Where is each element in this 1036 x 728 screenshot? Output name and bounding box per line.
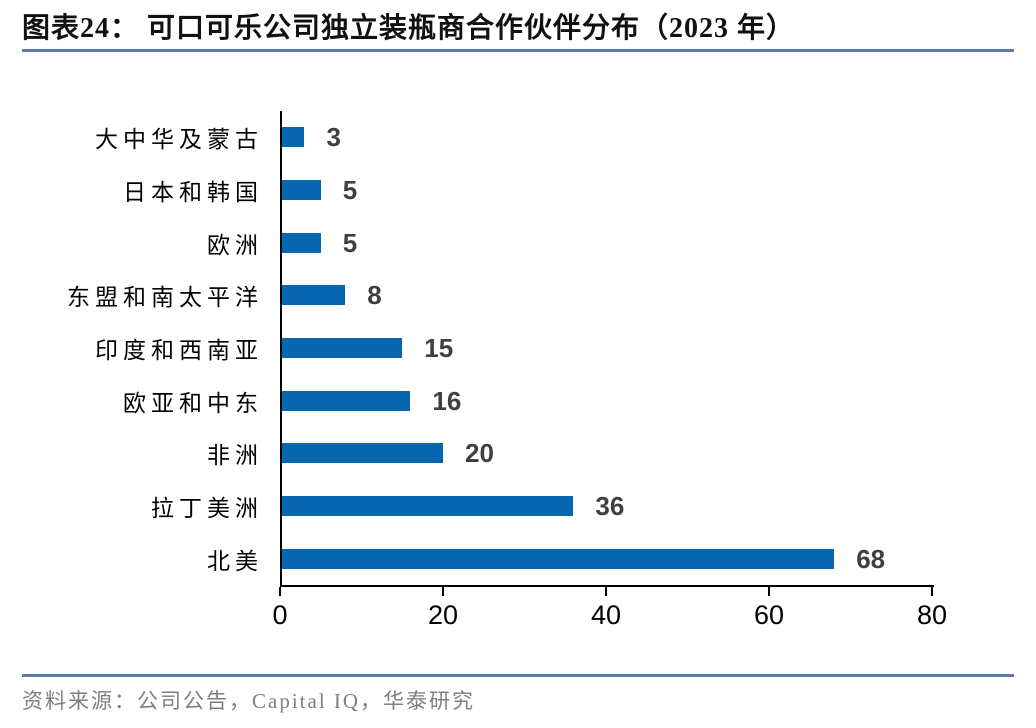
bar — [280, 443, 443, 464]
plot-cell: 5 — [280, 216, 932, 269]
value-label: 36 — [595, 491, 625, 522]
category-label: 欧洲 — [207, 232, 263, 258]
value-label: 20 — [465, 438, 494, 469]
bar-chart: 大中华及蒙古 3 日本和韩国 5 欧洲 5 东盟和南太平洋 8 印度和西南亚 15 欧亚和中东 16 非… — [22, 111, 947, 656]
category-label: 欧亚和中东 — [123, 390, 263, 416]
x-axis-tick-mark — [605, 587, 607, 596]
category-label: 北美 — [207, 548, 263, 574]
bar-row: 非洲 20 — [22, 427, 932, 480]
title-rule — [22, 49, 1014, 52]
plot-cell: 15 — [280, 322, 932, 375]
figure-number-label: 图表24： — [22, 13, 140, 44]
x-axis-line — [280, 585, 934, 587]
category-label: 非洲 — [207, 443, 263, 469]
value-label: 68 — [856, 543, 886, 574]
bar-row: 拉丁美洲 36 — [22, 480, 932, 533]
y-axis-line — [280, 111, 282, 587]
x-axis-ticks: 0 20 40 60 80 — [272, 587, 947, 647]
plot-area: 大中华及蒙古 3 日本和韩国 5 欧洲 5 东盟和南太平洋 8 印度和西南亚 15 欧亚和中东 16 非… — [22, 111, 932, 585]
plot-cell: 3 — [280, 111, 932, 164]
x-axis-tick-label: 80 — [916, 600, 948, 630]
category-label: 日本和韩国 — [123, 180, 263, 205]
x-axis-tick-mark — [279, 587, 281, 596]
plot-cell: 68 — [280, 532, 932, 585]
plot-cell: 16 — [280, 374, 932, 427]
bar — [280, 496, 574, 517]
plot-cell: 36 — [280, 480, 932, 533]
figure-title: 图表24： 可口可乐公司独立装瓶商合作伙伴分布（2023 年） — [22, 6, 795, 46]
x-axis-tick-label: 20 — [427, 600, 459, 630]
source-note: 资料来源：公司公告，Capital IQ，华泰研究 — [22, 689, 476, 713]
footer-rule — [22, 674, 1014, 677]
bar — [280, 390, 411, 411]
category-label: 拉丁美洲 — [151, 496, 263, 522]
bar-row: 东盟和南太平洋 8 — [22, 269, 932, 322]
bar — [280, 127, 305, 148]
x-axis-tick-label: 0 — [272, 600, 288, 630]
bar — [280, 180, 321, 200]
plot-cell: 5 — [280, 164, 932, 217]
category-label: 印度和西南亚 — [95, 338, 263, 364]
x-axis-tick-label: 40 — [590, 600, 622, 630]
value-label: 16 — [432, 385, 462, 416]
plot-cell: 20 — [280, 427, 932, 480]
value-label: 5 — [342, 227, 358, 258]
bar-row: 日本和韩国 5 — [22, 164, 932, 217]
bar — [280, 338, 403, 359]
category-label: 东盟和南太平洋 — [67, 285, 263, 311]
bar — [280, 548, 835, 569]
bar — [280, 285, 346, 306]
value-label: 15 — [424, 333, 454, 364]
bar-row: 欧亚和中东 16 — [22, 374, 932, 427]
figure-title-text: 可口可乐公司独立装瓶商合作伙伴分布（2023 年） — [147, 13, 796, 44]
x-axis-tick-label: 60 — [753, 600, 785, 630]
value-label: 3 — [326, 122, 341, 153]
value-label: 5 — [342, 175, 358, 205]
bar — [280, 232, 321, 253]
category-label: 大中华及蒙古 — [95, 127, 263, 153]
value-label: 8 — [367, 280, 382, 311]
x-axis-tick-mark — [768, 587, 770, 596]
bar-row: 印度和西南亚 15 — [22, 322, 932, 375]
bar-row: 欧洲 5 — [22, 216, 932, 269]
x-axis-tick-mark — [931, 587, 933, 596]
x-axis-tick-mark — [442, 587, 444, 596]
bar-row: 北美 68 — [22, 532, 932, 585]
plot-cell: 8 — [280, 269, 932, 322]
bar-row: 大中华及蒙古 3 — [22, 111, 932, 164]
